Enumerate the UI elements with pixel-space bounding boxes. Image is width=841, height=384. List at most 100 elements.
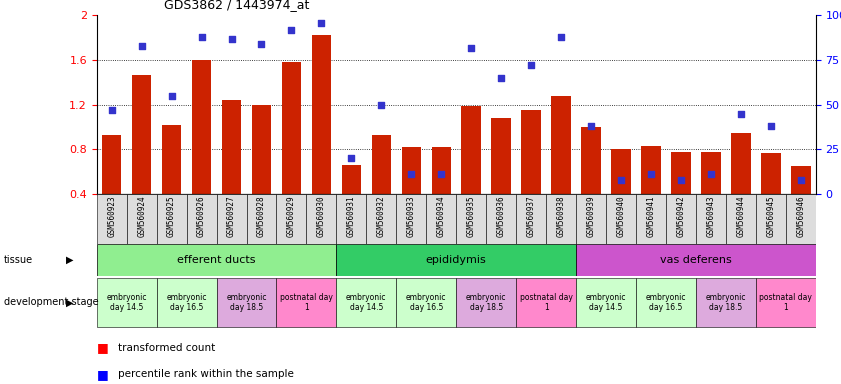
Text: GSM560944: GSM560944 [737, 195, 745, 237]
Point [495, 75, 508, 81]
Bar [336, 278, 396, 327]
Text: GSM560932: GSM560932 [377, 195, 386, 237]
Bar [641, 146, 661, 194]
Text: GSM560935: GSM560935 [467, 195, 476, 237]
Point [554, 34, 568, 40]
Point [435, 171, 448, 177]
Bar [696, 194, 726, 244]
Point [374, 101, 388, 108]
Bar [132, 74, 151, 194]
Bar [516, 278, 576, 327]
Text: GSM560931: GSM560931 [346, 195, 356, 237]
Text: vas deferens: vas deferens [660, 255, 732, 265]
Bar [671, 152, 690, 194]
Point [764, 123, 778, 129]
Bar [426, 194, 456, 244]
Bar [431, 147, 451, 194]
Point [674, 177, 688, 183]
Bar [756, 278, 816, 327]
Text: embryonic
day 14.5: embryonic day 14.5 [107, 293, 147, 312]
Bar [341, 165, 361, 194]
Text: embryonic
day 14.5: embryonic day 14.5 [586, 293, 627, 312]
Point [525, 62, 538, 68]
Text: GSM560924: GSM560924 [137, 195, 146, 237]
Bar [396, 278, 456, 327]
Bar [161, 125, 182, 194]
Point [464, 45, 478, 51]
Text: GSM560929: GSM560929 [287, 195, 296, 237]
Text: epididymis: epididymis [426, 255, 487, 265]
Bar [486, 194, 516, 244]
Bar [277, 194, 306, 244]
Bar [491, 118, 511, 194]
Text: embryonic
day 16.5: embryonic day 16.5 [646, 293, 686, 312]
Bar [282, 62, 301, 194]
Bar [636, 278, 696, 327]
Text: GDS3862 / 1443974_at: GDS3862 / 1443974_at [164, 0, 309, 12]
Bar [636, 194, 666, 244]
Bar [456, 194, 486, 244]
Text: efferent ducts: efferent ducts [177, 255, 256, 265]
Bar [306, 194, 336, 244]
Bar [97, 244, 336, 276]
Text: ■: ■ [97, 368, 108, 381]
Point [584, 123, 598, 129]
Text: GSM560941: GSM560941 [647, 195, 655, 237]
Point [105, 107, 119, 113]
Bar [372, 135, 391, 194]
Bar [462, 106, 481, 194]
Text: embryonic
day 16.5: embryonic day 16.5 [167, 293, 207, 312]
Bar [581, 127, 600, 194]
Bar [127, 194, 156, 244]
Bar [217, 194, 246, 244]
Point [614, 177, 627, 183]
Text: GSM560946: GSM560946 [796, 195, 806, 237]
Bar [546, 194, 576, 244]
Point [734, 111, 748, 117]
Bar [576, 244, 816, 276]
Bar [187, 194, 217, 244]
Text: development stage: development stage [4, 297, 99, 308]
Point [285, 26, 299, 33]
Text: GSM560926: GSM560926 [197, 195, 206, 237]
Text: GSM560928: GSM560928 [257, 195, 266, 237]
Bar [336, 194, 367, 244]
Text: embryonic
day 14.5: embryonic day 14.5 [346, 293, 387, 312]
Bar [606, 194, 636, 244]
Text: postnatal day
1: postnatal day 1 [280, 293, 333, 312]
Bar [611, 149, 631, 194]
Point [644, 171, 658, 177]
Point [225, 35, 238, 41]
Bar [336, 244, 576, 276]
Bar [552, 96, 571, 194]
Text: GSM560943: GSM560943 [706, 195, 716, 237]
Text: GSM560927: GSM560927 [227, 195, 236, 237]
Bar [312, 35, 331, 194]
Bar [576, 194, 606, 244]
Bar [192, 60, 211, 194]
Point [315, 20, 328, 26]
Point [405, 171, 418, 177]
Bar [156, 278, 216, 327]
Text: GSM560939: GSM560939 [586, 195, 595, 237]
Bar [246, 194, 277, 244]
Text: GSM560937: GSM560937 [526, 195, 536, 237]
Text: GSM560938: GSM560938 [557, 195, 566, 237]
Bar [217, 278, 277, 327]
Bar [277, 278, 336, 327]
Bar [731, 132, 751, 194]
Text: ▶: ▶ [66, 297, 73, 308]
Bar [251, 105, 272, 194]
Text: embryonic
day 18.5: embryonic day 18.5 [706, 293, 746, 312]
Bar [222, 100, 241, 194]
Text: tissue: tissue [4, 255, 34, 265]
Bar [576, 278, 636, 327]
Point [794, 177, 807, 183]
Bar [701, 152, 721, 194]
Text: embryonic
day 18.5: embryonic day 18.5 [226, 293, 267, 312]
Point [345, 155, 358, 161]
Text: embryonic
day 16.5: embryonic day 16.5 [406, 293, 447, 312]
Bar [97, 194, 127, 244]
Text: ▶: ▶ [66, 255, 73, 265]
Text: postnatal day
1: postnatal day 1 [520, 293, 573, 312]
